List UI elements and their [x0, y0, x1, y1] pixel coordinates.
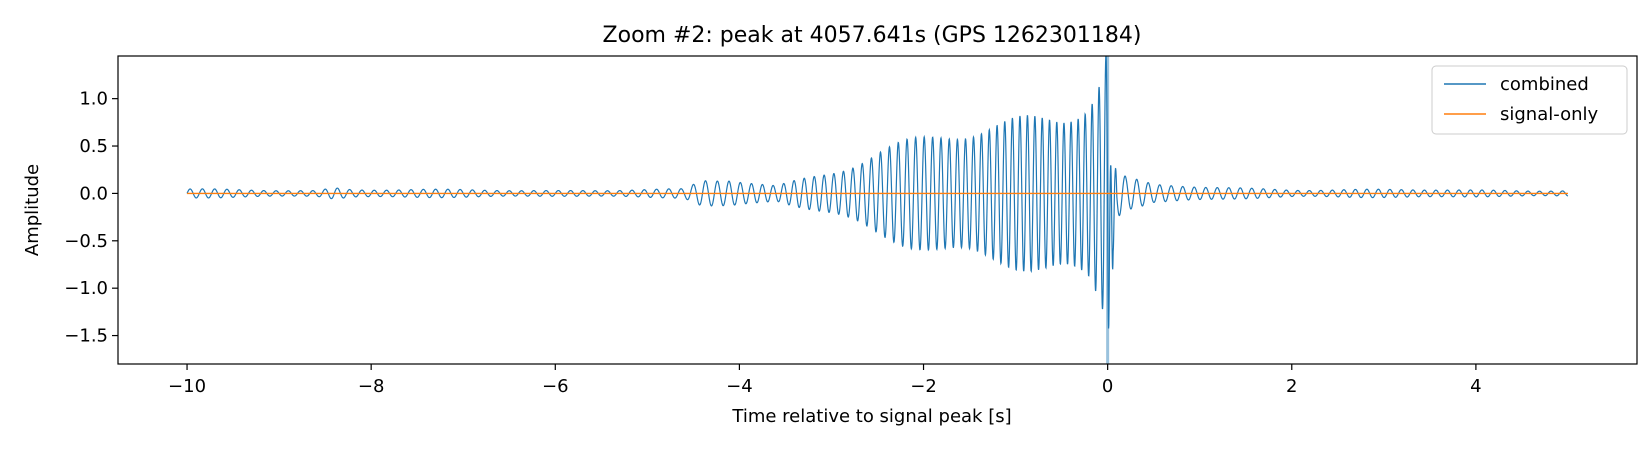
x-tick-label: −6	[542, 376, 569, 397]
legend: combined signal-only	[1431, 65, 1628, 135]
x-tick-label: −10	[168, 376, 206, 397]
legend-label-combined: combined	[1500, 74, 1589, 95]
y-tick-label: 0.5	[79, 136, 108, 157]
y-tick-label: −1.5	[64, 326, 108, 347]
x-tick-label: −2	[910, 376, 937, 397]
y-tick-label: 0.0	[79, 183, 108, 204]
x-tick-label: 4	[1470, 376, 1481, 397]
y-axis: 1.0 0.5 0.0 −0.5 −1.0 −1.5	[64, 89, 118, 347]
chart-title: Zoom #2: peak at 4057.641s (GPS 12623011…	[603, 23, 1142, 48]
x-tick-label: −8	[358, 376, 385, 397]
x-axis-label: Time relative to signal peak [s]	[731, 406, 1011, 427]
y-tick-label: −1.0	[64, 278, 108, 299]
plot-frame	[117, 55, 1638, 365]
y-axis-label: Amplitude	[22, 164, 43, 256]
x-tick-label: 2	[1286, 376, 1297, 397]
plot-area	[186, 56, 1569, 364]
legend-label-signal-only: signal-only	[1500, 104, 1598, 125]
x-axis: −10 −8 −6 −4 −2 0 2 4	[168, 364, 1482, 397]
x-tick-label: −4	[726, 376, 753, 397]
y-tick-label: −0.5	[64, 231, 108, 252]
y-tick-label: 1.0	[79, 89, 108, 110]
legend-frame	[1431, 65, 1628, 135]
x-tick-label: 0	[1102, 376, 1113, 397]
series-line-combined	[186, 56, 1569, 329]
